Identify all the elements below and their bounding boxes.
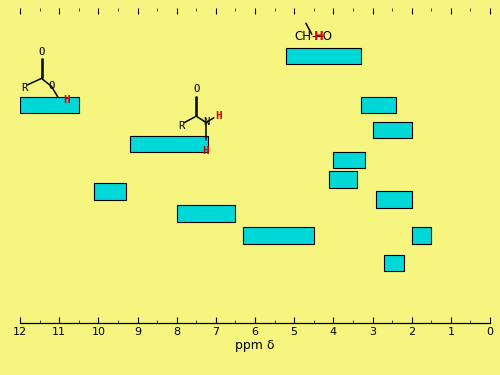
Text: O: O	[48, 81, 54, 91]
Bar	[372, 122, 412, 138]
Bar	[176, 206, 236, 222]
Bar	[412, 227, 431, 244]
Bar	[130, 136, 208, 152]
Text: H: H	[202, 146, 209, 156]
Bar	[330, 171, 357, 188]
X-axis label: ppm δ: ppm δ	[236, 339, 275, 352]
Bar	[94, 183, 126, 200]
Bar	[376, 191, 412, 207]
Text: H: H	[63, 95, 70, 105]
Text: H: H	[215, 111, 222, 121]
Text: CH: CH	[295, 30, 312, 43]
Text: H: H	[314, 30, 324, 43]
Text: R: R	[178, 121, 184, 130]
Bar	[286, 48, 361, 64]
Bar	[334, 152, 364, 168]
Bar	[361, 97, 396, 113]
Bar	[20, 97, 79, 113]
Text: N: N	[203, 117, 209, 128]
Bar	[384, 255, 404, 272]
Text: —O: —O	[312, 30, 333, 43]
Text: R: R	[21, 83, 28, 93]
Bar	[243, 227, 314, 244]
Text: O: O	[193, 84, 200, 94]
Text: O: O	[38, 46, 44, 57]
